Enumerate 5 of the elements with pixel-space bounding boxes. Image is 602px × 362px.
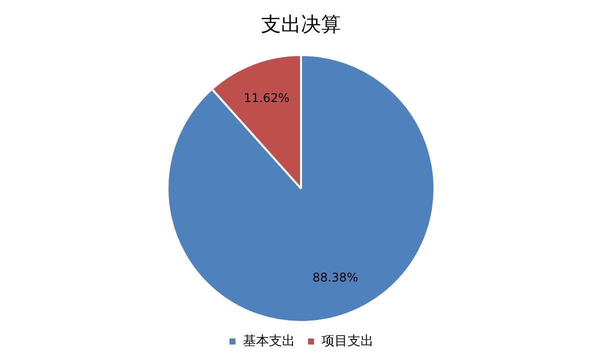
chart-title: 支出决算 bbox=[261, 12, 341, 36]
data-label: 88.38% bbox=[312, 270, 358, 284]
legend-label: 项目支出 bbox=[322, 334, 374, 349]
legend-label: 基本支出 bbox=[243, 334, 295, 349]
data-label: 11.62% bbox=[244, 90, 290, 105]
